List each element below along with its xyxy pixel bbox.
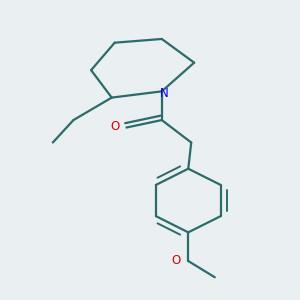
Text: O: O (111, 120, 120, 133)
Text: N: N (160, 87, 169, 100)
Text: O: O (172, 254, 181, 267)
